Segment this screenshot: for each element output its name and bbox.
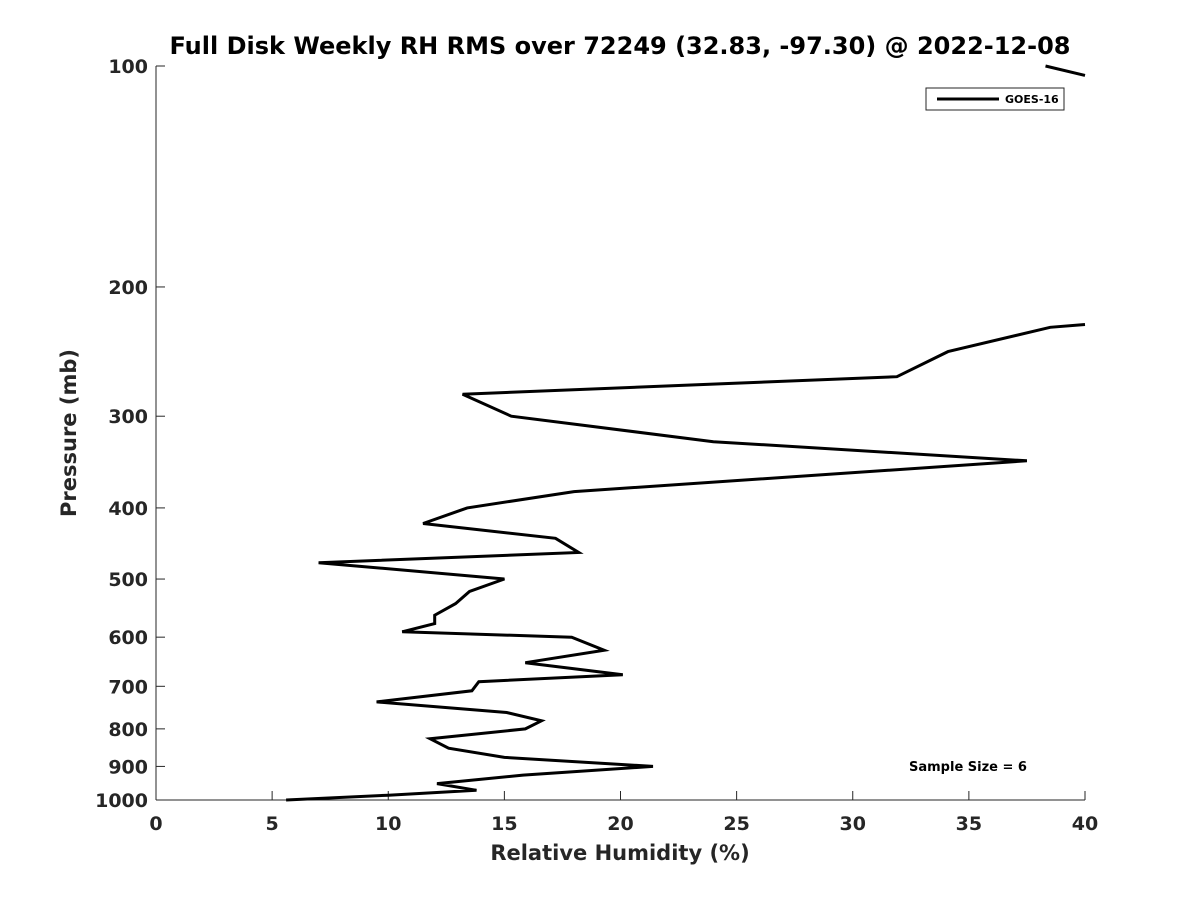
legend: GOES-16 [925,87,1065,111]
y-tick-label: 900 [108,756,148,778]
x-axis-ticks: 0 5 10 15 20 25 30 35 40 [149,791,1098,835]
x-tick-label: 5 [266,813,279,835]
y-tick-label: 300 [108,406,148,428]
series-line-goes-16-upper [1045,64,1086,77]
y-tick-label: 100 [108,56,148,78]
x-tick-label: 20 [607,813,633,835]
x-tick-label: 15 [491,813,517,835]
y-tick-label: 400 [108,498,148,520]
x-tick-label: 40 [1072,813,1098,835]
plot-lines [286,64,1086,802]
y-tick-label: 700 [108,676,148,698]
x-tick-label: 10 [375,813,401,835]
sample-size-annotation: Sample Size = 6 [909,760,1027,775]
y-axis-ticks: 100 200 300 400 500 600 700 800 900 1000 [95,56,165,812]
x-tick-label: 35 [956,813,982,835]
y-axis-label: Pressure (mb) [57,349,81,517]
y-tick-label: 1000 [95,790,148,812]
y-tick-label: 200 [108,277,148,299]
x-tick-label: 0 [149,813,162,835]
chart-title: Full Disk Weekly RH RMS over 72249 (32.8… [169,32,1070,60]
x-tick-label: 25 [723,813,749,835]
y-tick-label: 500 [108,569,148,591]
y-tick-label: 600 [108,627,148,649]
series-line-goes-16 [286,323,1086,802]
x-axis-label: Relative Humidity (%) [490,841,749,865]
y-tick-label: 800 [108,719,148,741]
legend-label-goes-16: GOES-16 [1005,93,1059,106]
x-tick-label: 30 [840,813,866,835]
